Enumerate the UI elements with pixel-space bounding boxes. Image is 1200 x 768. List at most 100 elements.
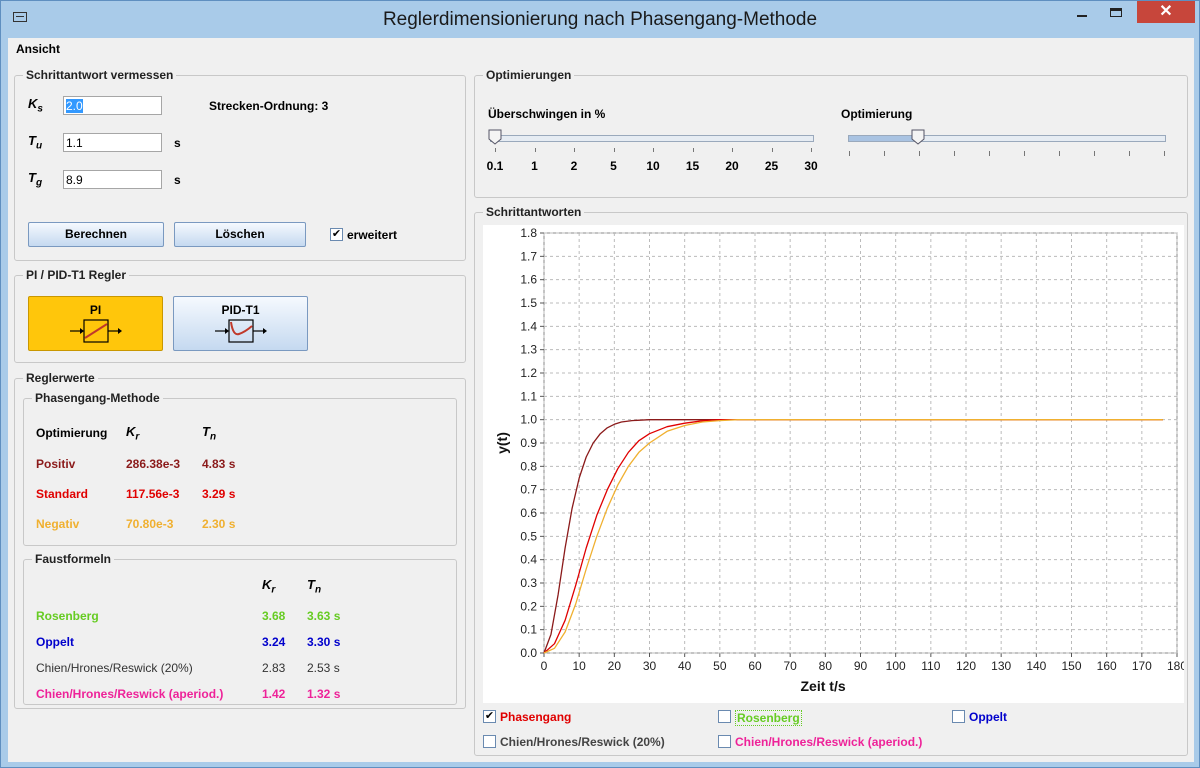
order-label: Strecken-Ordnung: 3 (209, 99, 329, 113)
group-title: Optimierungen (483, 68, 575, 82)
col-kr: Kr (262, 577, 276, 596)
overshoot-tick (574, 148, 575, 152)
legend-label[interactable]: Rosenberg (735, 710, 802, 726)
overshoot-tick (811, 148, 812, 152)
overshoot-tick-label: 1 (531, 159, 538, 173)
phase-method-group: Phasengang-Methode Optimierung Kr Tn Pos… (23, 391, 457, 546)
overshoot-tick-label: 15 (685, 159, 700, 173)
tu-unit: s (174, 136, 181, 150)
overshoot-tick (534, 148, 536, 152)
plot-area: 0 10 20 30 40 50 60 70 80 90 100 110 120 130 140 150 160… (483, 225, 1187, 703)
legend-label[interactable]: Phasengang (500, 710, 572, 724)
x-tick-label: 50 (713, 659, 727, 673)
overshoot-tick-label: 2 (570, 159, 578, 173)
x-tick-label: 140 (1026, 659, 1046, 673)
faust-row-kr: 3.24 (262, 635, 286, 649)
optimization-tick (1094, 151, 1095, 156)
maximize-button[interactable] (1102, 1, 1132, 23)
overshoot-slider-thumb[interactable] (488, 129, 502, 145)
legend-checkbox[interactable] (483, 735, 496, 748)
x-tick-label: 130 (991, 659, 1011, 673)
x-tick-label: 90 (854, 659, 868, 673)
x-tick-label: 160 (1097, 659, 1117, 673)
overshoot-tick (732, 148, 733, 152)
x-tick-label: 110 (921, 659, 940, 673)
overshoot-tick (692, 148, 694, 152)
close-button[interactable]: ✕ (1137, 1, 1195, 23)
x-tick-label: 80 (819, 659, 833, 673)
legend-checkbox[interactable] (718, 710, 731, 723)
x-tick-label: 0 (541, 659, 548, 673)
overshoot-slider-track[interactable] (490, 135, 814, 142)
pi-symbol-icon (69, 319, 122, 343)
group-title: Reglerwerte (23, 371, 98, 385)
y-tick-label: 0.1 (520, 623, 537, 637)
optimization-slider-fill (849, 136, 919, 141)
pid-t1-button[interactable]: PID-T1 (173, 296, 308, 351)
x-tick-label: 40 (678, 659, 692, 673)
phase-row-tn: 2.30 s (202, 517, 236, 531)
phase-row-kr: 70.80e-3 (126, 517, 174, 531)
minimize-button[interactable] (1067, 1, 1097, 23)
y-tick-label: 1.3 (520, 343, 537, 357)
y-tick-label: 0.7 (520, 483, 537, 497)
legend-label[interactable]: Chien/Hrones/Reswick (20%) (500, 735, 665, 749)
overshoot-tick (495, 148, 496, 152)
y-tick-label: 0.0 (520, 646, 537, 660)
y-tick-label: 0.9 (520, 436, 537, 450)
optimization-label: Optimierung (841, 107, 913, 121)
legend-checkbox[interactable] (952, 710, 965, 723)
y-tick-label: 0.8 (520, 459, 537, 473)
faust-row-name: Rosenberg (36, 609, 99, 623)
phase-row-tn: 3.29 s (202, 487, 236, 501)
phase-row-kr: 286.38e-3 (126, 457, 181, 471)
optimization-tick (989, 151, 990, 156)
legend-label[interactable]: Oppelt (969, 710, 1007, 724)
x-tick-label: 150 (1061, 659, 1081, 673)
legend-checkbox[interactable] (718, 735, 731, 748)
optimization-tick (849, 151, 850, 156)
overshoot-tick-label: 20 (725, 159, 739, 173)
legend-checkbox[interactable]: ✔ (483, 710, 496, 723)
phase-row-tn: 4.83 s (202, 457, 236, 471)
overshoot-label: Überschwingen in % (488, 107, 606, 121)
ks-input[interactable]: 2.0 (63, 96, 162, 115)
overshoot-tick (653, 148, 654, 152)
app-icon (13, 12, 27, 22)
clear-button[interactable]: Löschen (174, 222, 306, 247)
title-bar: Reglerdimensionierung nach Phasengang-Me… (1, 1, 1199, 37)
faust-row-tn: 1.32 s (307, 687, 341, 701)
optimization-tick (884, 151, 885, 156)
step-responses-group: Schrittantworten (474, 205, 1188, 756)
extended-label: erweitert (347, 228, 398, 242)
overshoot-tick (771, 148, 773, 152)
optimization-slider-thumb[interactable] (911, 129, 925, 145)
x-tick-label: 170 (1132, 659, 1152, 673)
x-tick-label: 120 (956, 659, 976, 673)
extended-checkbox[interactable]: ✔ (330, 228, 343, 241)
ks-label: Ks (28, 96, 43, 115)
optimization-tick (1129, 151, 1130, 156)
legend-label[interactable]: Chien/Hrones/Reswick (aperiod.) (735, 735, 923, 749)
phase-row-name: Standard (36, 487, 89, 501)
optimization-slider-track[interactable] (848, 135, 1166, 142)
calculate-button[interactable]: Berechnen (28, 222, 164, 247)
step-response-chart: 0 10 20 30 40 50 60 70 80 90 100 110 120 130 140 150 160… (494, 226, 1187, 694)
y-tick-label: 1.0 (520, 413, 537, 427)
y-tick-label: 0.2 (520, 599, 537, 613)
x-tick-label: 20 (608, 659, 622, 673)
phase-row-name: Positiv (36, 457, 76, 471)
y-axis-label: y(t) (494, 432, 510, 454)
menu-ansicht[interactable]: Ansicht (16, 42, 61, 56)
series-line-0 (543, 419, 1163, 654)
tu-label: Tu (28, 133, 43, 152)
tu-input[interactable]: 1.1 (63, 133, 162, 152)
controller-group: PI / PID-T1 Regler PI PID-T1 (14, 268, 466, 363)
tg-input[interactable]: 8.9 (63, 170, 162, 189)
series-line-2 (543, 419, 1163, 654)
faust-row-name: Chien/Hrones/Reswick (20%) (36, 661, 193, 675)
y-tick-label: 1.4 (520, 319, 537, 333)
faust-row-name: Chien/Hrones/Reswick (aperiod.) (36, 687, 224, 701)
faust-row-tn: 3.63 s (307, 609, 341, 623)
pi-button[interactable]: PI (28, 296, 163, 351)
